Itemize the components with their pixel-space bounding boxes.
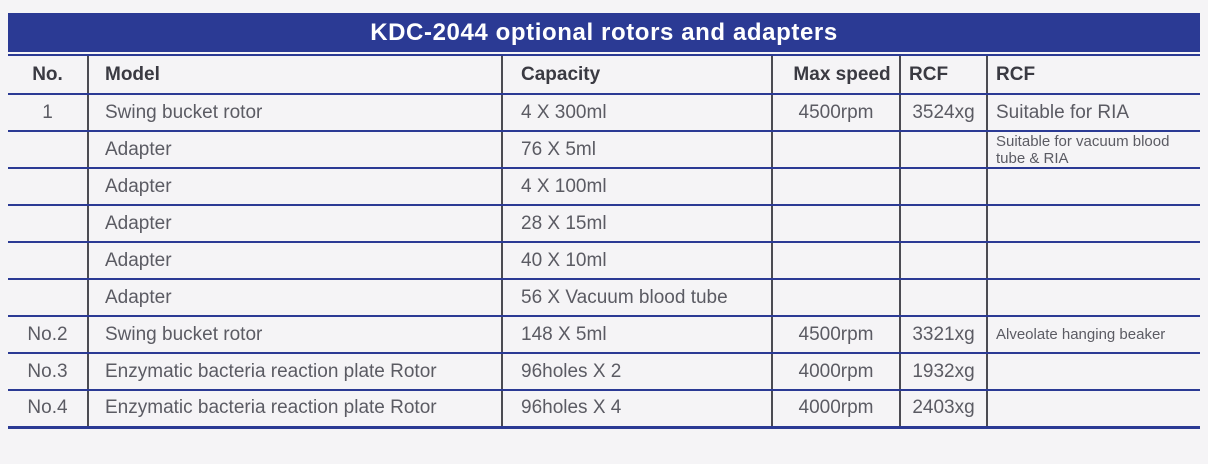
rotors-adapters-table: No. Model Capacity Max speed RCF RCF 1 Sw…	[8, 56, 1200, 429]
remark-cell	[986, 353, 1200, 391]
rcf-cell	[899, 131, 987, 169]
no-cell: No.4	[8, 390, 88, 429]
table-row: No.4 Enzymatic bacteria reaction plate Ro…	[8, 390, 1200, 429]
table-row: Adapter 40 X 10ml	[8, 242, 1200, 280]
table-body: 1 Swing bucket rotor 4 X 300ml 4500rpm 3524x…	[8, 94, 1200, 429]
remark-cell	[986, 390, 1200, 429]
table-row: Adapter 28 X 15ml	[8, 205, 1200, 243]
no-cell: 1	[8, 94, 88, 132]
table-title: KDC-2044 optional rotors and adapters	[370, 19, 838, 46]
model-cell: Swing bucket rotor	[87, 316, 502, 354]
table-row: No.3 Enzymatic bacteria reaction plate Ro…	[8, 353, 1200, 391]
capacity-cell: 96holes X 4	[501, 390, 772, 429]
no-cell	[8, 131, 88, 169]
table-title-bar: KDC-2044 optional rotors and adapters	[8, 13, 1200, 52]
remark-cell: Suitable for vacuum blood tube & RIA	[986, 131, 1200, 169]
remark-cell	[986, 242, 1200, 280]
rcf-cell	[899, 279, 987, 317]
rcf-cell	[899, 242, 987, 280]
no-cell	[8, 242, 88, 280]
column-header-rcf: RCF	[899, 56, 987, 95]
remark-cell	[986, 279, 1200, 317]
capacity-cell: 40 X 10ml	[501, 242, 772, 280]
capacity-cell: 4 X 300ml	[501, 94, 772, 132]
remark-cell	[986, 205, 1200, 243]
capacity-cell: 4 X 100ml	[501, 168, 772, 206]
column-header-capacity: Capacity	[501, 56, 772, 95]
max-speed-cell: 4000rpm	[771, 353, 900, 391]
header-row: No. Model Capacity Max speed RCF RCF	[8, 56, 1200, 95]
model-cell: Swing bucket rotor	[87, 94, 502, 132]
remark-cell	[986, 168, 1200, 206]
remark-cell: Suitable for RIA	[986, 94, 1200, 132]
column-header-no: No.	[8, 56, 88, 95]
table-header: No. Model Capacity Max speed RCF RCF	[8, 56, 1200, 95]
title-underline-gap	[8, 52, 1200, 54]
column-header-max-speed: Max speed	[771, 56, 900, 95]
max-speed-cell	[771, 131, 900, 169]
rcf-cell: 3321xg	[899, 316, 987, 354]
capacity-cell: 96holes X 2	[501, 353, 772, 391]
capacity-cell: 76 X 5ml	[501, 131, 772, 169]
model-cell: Adapter	[87, 279, 502, 317]
no-cell	[8, 205, 88, 243]
no-cell	[8, 279, 88, 317]
model-cell: Adapter	[87, 168, 502, 206]
capacity-cell: 56 X Vacuum blood tube	[501, 279, 772, 317]
capacity-cell: 148 X 5ml	[501, 316, 772, 354]
no-cell: No.2	[8, 316, 88, 354]
max-speed-cell	[771, 168, 900, 206]
rcf-cell	[899, 205, 987, 243]
model-cell: Adapter	[87, 242, 502, 280]
table-row: Adapter 4 X 100ml	[8, 168, 1200, 206]
max-speed-cell	[771, 279, 900, 317]
model-cell: Adapter	[87, 205, 502, 243]
rcf-cell: 3524xg	[899, 94, 987, 132]
rcf-cell: 2403xg	[899, 390, 987, 429]
max-speed-cell: 4000rpm	[771, 390, 900, 429]
model-cell: Enzymatic bacteria reaction plate Rotor	[87, 390, 502, 429]
table-row: No.2 Swing bucket rotor 148 X 5ml 4500rpm 33…	[8, 316, 1200, 354]
title-underline	[8, 54, 1200, 56]
column-header-rcf-2: RCF	[986, 56, 1200, 95]
max-speed-cell: 4500rpm	[771, 94, 900, 132]
no-cell: No.3	[8, 353, 88, 391]
max-speed-cell: 4500rpm	[771, 316, 900, 354]
capacity-cell: 28 X 15ml	[501, 205, 772, 243]
max-speed-cell	[771, 242, 900, 280]
page: KDC-2044 optional rotors and adapters No…	[8, 13, 1200, 429]
table-row: Adapter 76 X 5ml Suitable for vacuum blood…	[8, 131, 1200, 169]
rcf-cell: 1932xg	[899, 353, 987, 391]
remark-cell: Alveolate hanging beaker	[986, 316, 1200, 354]
column-header-model: Model	[87, 56, 502, 95]
no-cell	[8, 168, 88, 206]
model-cell: Adapter	[87, 131, 502, 169]
model-cell: Enzymatic bacteria reaction plate Rotor	[87, 353, 502, 391]
rcf-cell	[899, 168, 987, 206]
table-row: Adapter 56 X Vacuum blood tube	[8, 279, 1200, 317]
table-row: 1 Swing bucket rotor 4 X 300ml 4500rpm 3524x…	[8, 94, 1200, 132]
max-speed-cell	[771, 205, 900, 243]
